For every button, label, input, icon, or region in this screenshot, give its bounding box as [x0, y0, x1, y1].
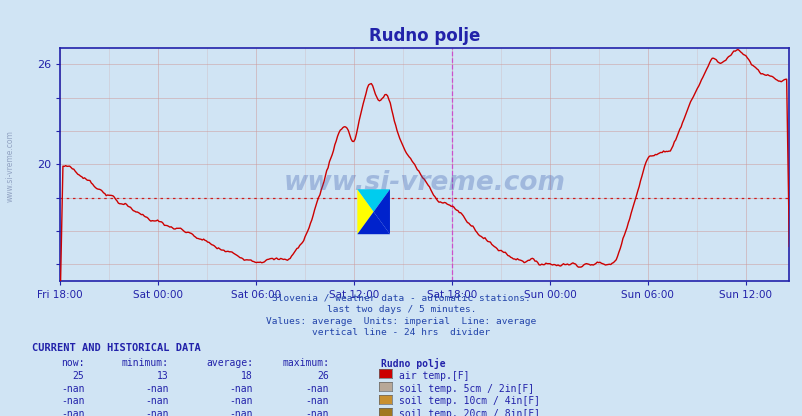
Text: air temp.[F]: air temp.[F] — [399, 371, 469, 381]
Polygon shape — [357, 189, 390, 212]
Text: -nan: -nan — [145, 384, 168, 394]
Text: www.si-vreme.com: www.si-vreme.com — [6, 131, 15, 202]
Text: -nan: -nan — [229, 409, 253, 416]
Text: -nan: -nan — [61, 384, 84, 394]
Text: soil temp. 5cm / 2in[F]: soil temp. 5cm / 2in[F] — [399, 384, 533, 394]
Text: -nan: -nan — [61, 396, 84, 406]
Text: last two days / 5 minutes.: last two days / 5 minutes. — [326, 305, 476, 314]
Text: now:: now: — [61, 358, 84, 368]
Polygon shape — [357, 212, 390, 234]
Polygon shape — [373, 189, 390, 234]
Text: -nan: -nan — [306, 384, 329, 394]
Text: -nan: -nan — [306, 409, 329, 416]
Text: 18: 18 — [241, 371, 253, 381]
Text: -nan: -nan — [145, 409, 168, 416]
Text: -nan: -nan — [306, 396, 329, 406]
Text: 25: 25 — [72, 371, 84, 381]
Text: -nan: -nan — [229, 384, 253, 394]
Title: Rudno polje: Rudno polje — [369, 27, 480, 45]
Text: -nan: -nan — [61, 409, 84, 416]
Text: 26: 26 — [317, 371, 329, 381]
Text: www.si-vreme.com: www.si-vreme.com — [283, 170, 565, 196]
Text: Values: average  Units: imperial  Line: average: Values: average Units: imperial Line: av… — [266, 317, 536, 326]
Text: soil temp. 20cm / 8in[F]: soil temp. 20cm / 8in[F] — [399, 409, 540, 416]
Text: average:: average: — [205, 358, 253, 368]
Text: soil temp. 10cm / 4in[F]: soil temp. 10cm / 4in[F] — [399, 396, 540, 406]
Text: Slovenia / weather data - automatic stations.: Slovenia / weather data - automatic stat… — [272, 293, 530, 302]
Text: -nan: -nan — [145, 396, 168, 406]
Text: minimum:: minimum: — [121, 358, 168, 368]
Text: 13: 13 — [156, 371, 168, 381]
Text: vertical line - 24 hrs  divider: vertical line - 24 hrs divider — [312, 328, 490, 337]
Text: maximum:: maximum: — [282, 358, 329, 368]
Polygon shape — [357, 189, 373, 234]
Text: CURRENT AND HISTORICAL DATA: CURRENT AND HISTORICAL DATA — [32, 343, 200, 353]
Text: Rudno polje: Rudno polje — [381, 358, 445, 369]
Text: -nan: -nan — [229, 396, 253, 406]
